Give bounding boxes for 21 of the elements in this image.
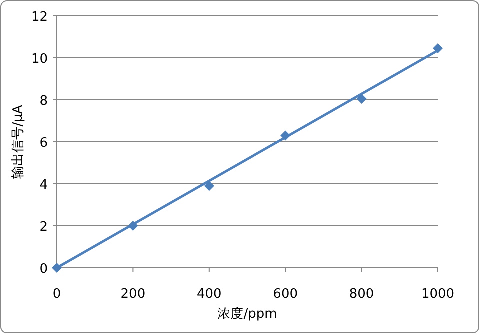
- point: [128, 221, 138, 231]
- x-tick-label: 0: [52, 287, 62, 302]
- x-tick-label: 600: [273, 287, 298, 302]
- y-tick-label: 4: [40, 178, 48, 193]
- point: [204, 181, 214, 192]
- y-tick-label: 2: [40, 220, 48, 235]
- y-tick-label: 6: [40, 136, 48, 151]
- point: [356, 94, 367, 104]
- x-tick-label: 1000: [421, 287, 455, 302]
- point: [52, 263, 62, 273]
- x-tick-label: 800: [349, 287, 374, 302]
- y-axis-title: 输出信号/μA: [11, 105, 26, 179]
- point: [433, 44, 443, 54]
- point: [280, 130, 291, 141]
- y-tick-label: 10: [31, 52, 48, 67]
- y-tick-label: 0: [40, 262, 48, 277]
- y-tick-label: 12: [31, 10, 48, 25]
- x-tick-label: 200: [120, 287, 146, 302]
- x-axis-title: 浓度/ppm: [218, 306, 278, 322]
- y-tick-label: 8: [40, 94, 48, 109]
- x-tick-label: 400: [196, 287, 222, 302]
